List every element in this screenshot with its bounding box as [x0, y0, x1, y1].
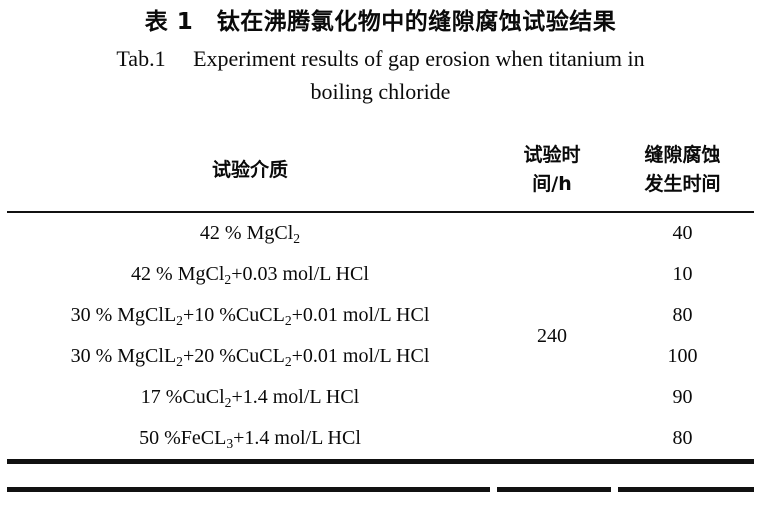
chem-text: 42 % MgCl	[131, 263, 225, 285]
column-header-time: 试验时 间/h	[493, 128, 611, 213]
column-header-gap-line1: 缝隙腐蚀	[644, 144, 721, 166]
chem-text: +0.03 mol/L HCl	[231, 263, 369, 285]
cell-gap-erosion-time: 80	[611, 418, 754, 464]
column-header-gap: 缝隙腐蚀 发生时间	[611, 128, 754, 213]
column-header-gap-line2: 发生时间	[644, 173, 721, 195]
chem-subscript: 2	[176, 353, 183, 369]
chem-text: 17 %CuCl	[140, 386, 225, 408]
cell-test-medium: 42 % MgCl2	[7, 212, 493, 254]
cell-test-medium: 30 % MgClL2+20 %CuCL2+0.01 mol/L HCl	[7, 336, 493, 377]
table-caption: 表 1 钛在沸腾氯化物中的缝隙腐蚀试验结果 Tab.1 Experiment r…	[0, 0, 761, 108]
caption-english-line1: Tab.1 Experiment results of gap erosion …	[116, 46, 645, 71]
results-table: 试验介质 试验时 间/h 缝隙腐蚀 发生时间 42 % MgCl2 240 40 42…	[7, 128, 754, 464]
cell-test-medium: 50 %FeCL3+1.4 mol/L HCl	[7, 418, 493, 464]
chem-text: 50 %FeCL	[139, 427, 227, 449]
bottom-rule-segment-gap	[618, 487, 754, 492]
caption-chinese: 表 1 钛在沸腾氯化物中的缝隙腐蚀试验结果	[144, 9, 617, 35]
chem-text: +1.4 mol/L HCl	[231, 386, 360, 408]
table-row: 42 % MgCl2 240 40	[7, 212, 754, 464]
chem-text: +1.4 mol/L HCl	[233, 427, 361, 449]
table-row: 17 %CuCl2+1.4 mol/L HCl 90	[7, 377, 754, 418]
column-header-time-line2: 间/h	[532, 173, 572, 195]
cell-test-medium: 30 % MgClL2+10 %CuCL2+0.01 mol/L HCl	[7, 295, 493, 336]
table-body: 42 % MgCl2 240 40 42 % MgCl2+0.03 mol/L HCl…	[7, 212, 754, 464]
chem-subscript: 2	[224, 271, 232, 287]
chem-subscript: 2	[284, 312, 292, 328]
table-header: 试验介质 试验时 间/h 缝隙腐蚀 发生时间	[7, 128, 754, 213]
table-row: 42 % MgCl2+0.03 mol/L HCl 10	[7, 254, 754, 295]
chem-text: 30 % MgClL	[70, 304, 177, 326]
chem-subscript: 2	[176, 312, 183, 328]
caption-english-line2: boiling chloride	[310, 79, 451, 104]
bottom-rule-segment-medium	[7, 487, 490, 492]
chem-text: +20 %CuCL	[182, 345, 285, 367]
chem-text: +10 %CuCL	[182, 304, 285, 326]
column-header-time-line1: 试验时	[523, 144, 581, 166]
table-header-row: 试验介质 试验时 间/h 缝隙腐蚀 发生时间	[7, 128, 754, 213]
cell-gap-erosion-time: 90	[672, 386, 693, 408]
cell-test-duration: 240	[493, 212, 611, 464]
table-row: 50 %FeCL3+1.4 mol/L HCl 80	[7, 418, 754, 464]
chem-subscript: 2	[293, 230, 301, 246]
column-header-medium-label: 试验介质	[211, 158, 288, 181]
results-table-wrapper: 试验介质 试验时 间/h 缝隙腐蚀 发生时间 42 % MgCl2 240 40 42…	[7, 128, 754, 464]
bottom-rule-segment-time	[497, 487, 611, 492]
cell-gap-erosion-time: 80	[672, 304, 693, 326]
chem-text: 30 % MgClL	[70, 345, 177, 367]
cell-test-medium: 17 %CuCl2+1.4 mol/L HCl	[7, 377, 493, 418]
cell-test-medium: 42 % MgCl2+0.03 mol/L HCl	[7, 254, 493, 295]
table-row: 30 % MgClL2+10 %CuCL2+0.01 mol/L HCl 80	[7, 295, 754, 336]
chem-text: +0.01 mol/L HCl	[291, 304, 430, 326]
cell-gap-erosion-time: 40	[672, 222, 693, 244]
cell-gap-erosion-time: 10	[672, 263, 693, 285]
chem-text: +0.01 mol/L HCl	[291, 345, 430, 367]
chem-subscript: 2	[284, 353, 292, 369]
table-row: 30 % MgClL2+20 %CuCL2+0.01 mol/L HCl 100	[7, 336, 754, 377]
chem-subscript: 3	[226, 435, 234, 451]
table-bottom-rule	[7, 487, 754, 492]
chem-text: 42 % MgCl	[199, 222, 294, 244]
chem-subscript: 2	[224, 394, 232, 410]
column-header-medium: 试验介质	[7, 128, 493, 213]
cell-gap-erosion-time: 100	[667, 345, 698, 367]
